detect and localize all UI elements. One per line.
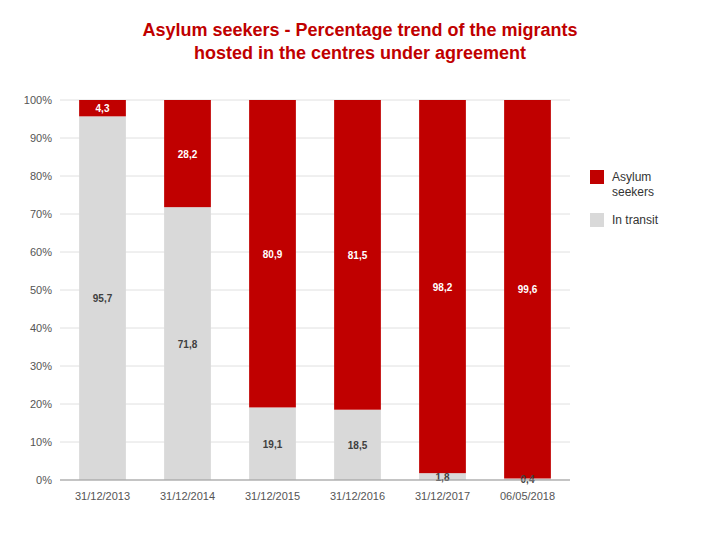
bar-segment bbox=[504, 100, 551, 478]
data-label: 99,6 bbox=[518, 284, 538, 295]
grid-line bbox=[60, 290, 570, 291]
data-label: 1,8 bbox=[436, 472, 450, 483]
x-tick-label: 31/12/2015 bbox=[245, 490, 300, 502]
y-tick-label: 50% bbox=[30, 284, 52, 296]
data-labels: 95,771,819,118,51,80,44,328,280,981,598,… bbox=[93, 103, 538, 485]
y-tick-label: 40% bbox=[30, 322, 52, 334]
grid-line bbox=[60, 366, 570, 367]
grid-line bbox=[60, 252, 570, 253]
bar-segment bbox=[79, 100, 126, 116]
data-label: 80,9 bbox=[263, 249, 283, 260]
data-label: 28,2 bbox=[178, 149, 198, 160]
bar-segment bbox=[164, 100, 211, 207]
grid-line bbox=[60, 404, 570, 405]
data-label: 95,7 bbox=[93, 293, 113, 304]
legend-swatch bbox=[590, 170, 604, 184]
y-tick-label: 60% bbox=[30, 246, 52, 258]
y-tick-label: 70% bbox=[30, 208, 52, 220]
y-tick-label: 20% bbox=[30, 398, 52, 410]
grid-line bbox=[60, 176, 570, 177]
y-tick-label: 30% bbox=[30, 360, 52, 372]
y-tick-label: 100% bbox=[24, 94, 52, 106]
data-label: 19,1 bbox=[263, 439, 283, 450]
x-tick-label: 31/12/2016 bbox=[330, 490, 385, 502]
legend-swatch bbox=[590, 213, 604, 227]
legend: Asylumseekers In transit bbox=[590, 170, 659, 227]
x-tick-label: 31/12/2013 bbox=[75, 490, 130, 502]
x-axis: 31/12/2013 31/12/2014 31/12/2015 31/12/2016… bbox=[60, 480, 570, 502]
y-tick-label: 10% bbox=[30, 436, 52, 448]
grid-line bbox=[60, 328, 570, 329]
bar-segment bbox=[419, 100, 466, 473]
bar-segment bbox=[249, 100, 296, 407]
grid-line bbox=[60, 214, 570, 215]
x-tick-label: 06/05/2018 bbox=[500, 490, 555, 502]
bar-segment bbox=[334, 410, 381, 480]
title: Asylum seekers - Percentage trend of the… bbox=[142, 20, 577, 63]
data-label: 18,5 bbox=[348, 440, 368, 451]
x-tick-label: 31/12/2014 bbox=[160, 490, 215, 502]
bar-segment bbox=[164, 207, 211, 480]
data-label: 81,5 bbox=[348, 250, 368, 261]
y-tick-label: 80% bbox=[30, 170, 52, 182]
grid bbox=[60, 100, 570, 480]
legend-label: In transit bbox=[612, 213, 659, 227]
grid-line bbox=[60, 138, 570, 139]
data-label: 98,2 bbox=[433, 282, 453, 293]
y-tick-label: 90% bbox=[30, 132, 52, 144]
grid-line bbox=[60, 442, 570, 443]
data-label: 4,3 bbox=[96, 103, 110, 114]
x-axis-line bbox=[60, 480, 570, 481]
x-tick-label: 31/12/2017 bbox=[415, 490, 470, 502]
chart: Asylum seekers - Percentage trend of the… bbox=[0, 0, 720, 540]
grid-line bbox=[60, 100, 570, 101]
y-tick-label: 0% bbox=[36, 474, 52, 486]
bar-segment bbox=[249, 407, 296, 480]
bar-segment bbox=[79, 116, 126, 480]
grid-line bbox=[60, 480, 570, 481]
data-label: 71,8 bbox=[178, 339, 198, 350]
bar-segment bbox=[334, 100, 381, 410]
bars bbox=[79, 100, 551, 480]
y-axis: 0% 10% 20% 30% 40% 50% 60% 70% 80% 90% 100% bbox=[24, 94, 52, 486]
legend-label: Asylumseekers bbox=[612, 170, 654, 199]
